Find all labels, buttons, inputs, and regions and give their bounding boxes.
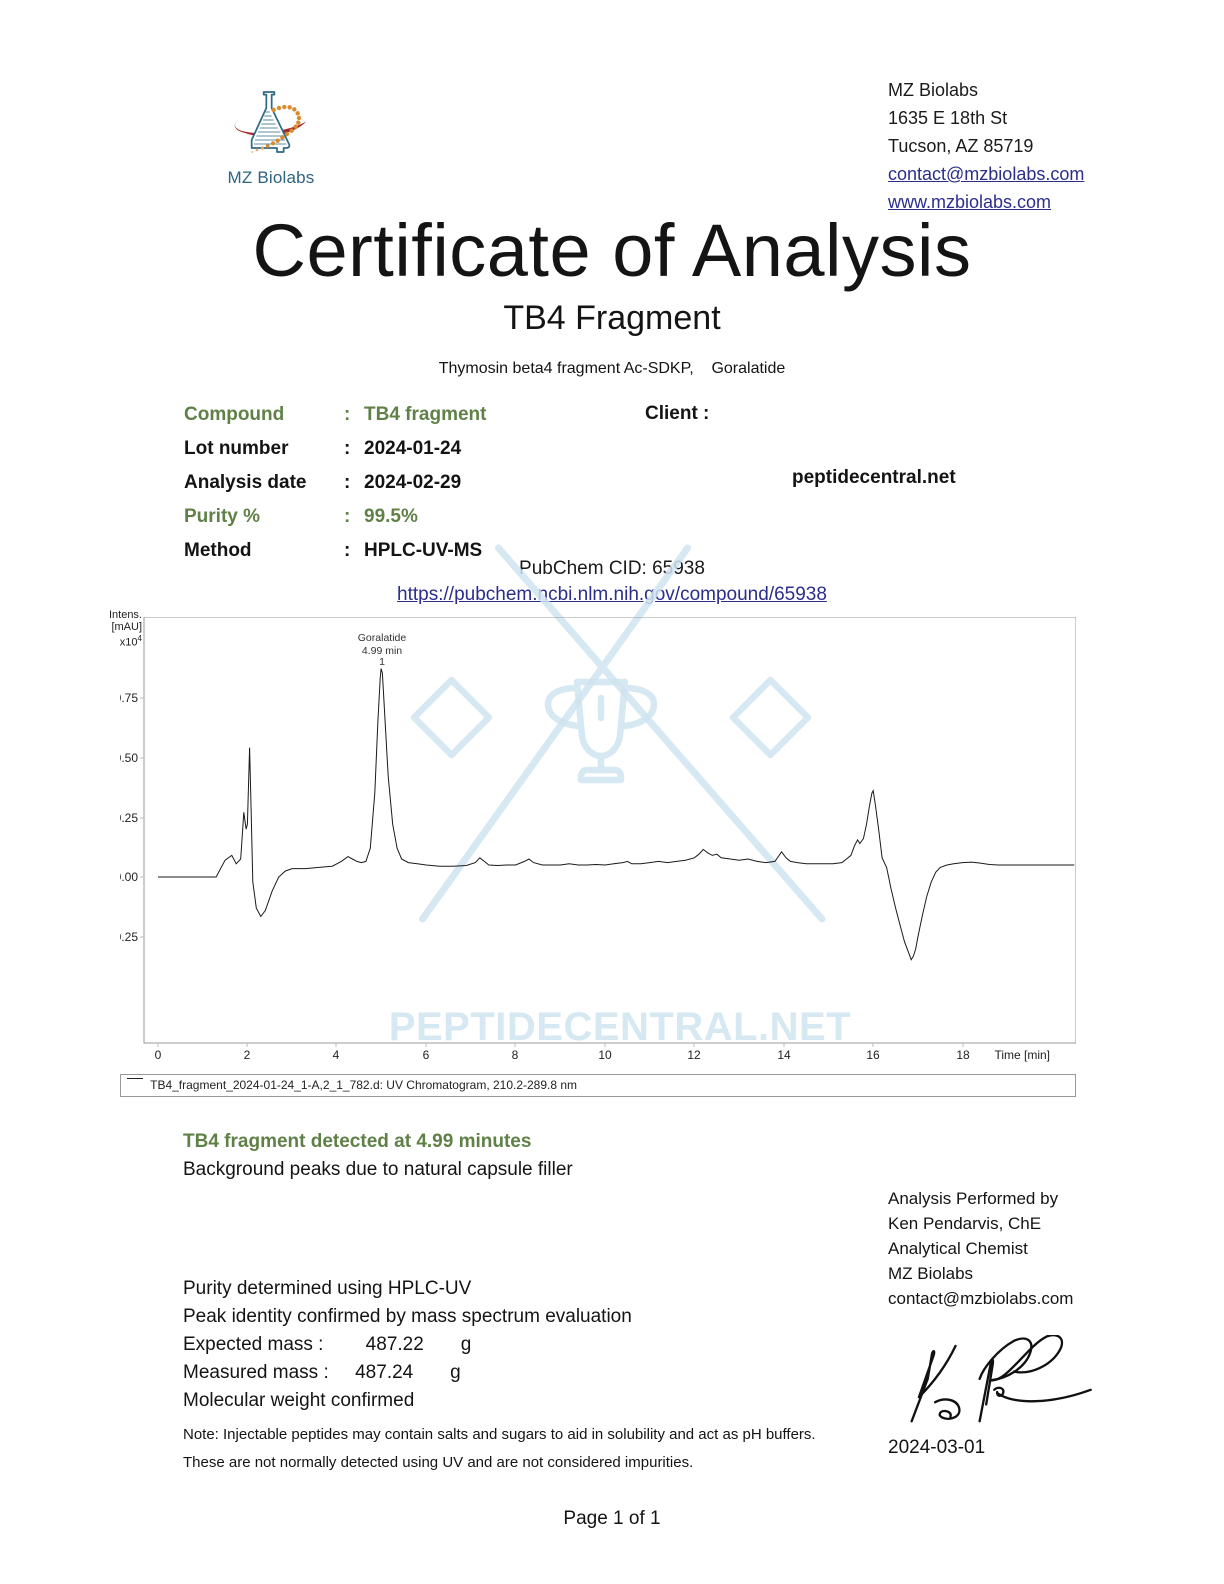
svg-text:0.25: 0.25 <box>120 811 138 825</box>
svg-text:14: 14 <box>777 1048 791 1062</box>
svg-text:4: 4 <box>333 1048 340 1062</box>
svg-text:8: 8 <box>512 1048 519 1062</box>
svg-text:0.75: 0.75 <box>120 691 138 705</box>
svg-text:Time [min]: Time [min] <box>994 1048 1050 1062</box>
svg-text:0.00: 0.00 <box>120 870 138 884</box>
svg-text:16: 16 <box>866 1048 880 1062</box>
svg-text:-0.25: -0.25 <box>120 930 138 944</box>
svg-text:12: 12 <box>687 1048 701 1062</box>
svg-text:2: 2 <box>244 1048 251 1062</box>
svg-text:0: 0 <box>155 1048 162 1062</box>
svg-text:Goralatide: Goralatide <box>358 632 407 644</box>
svg-text:10: 10 <box>598 1048 612 1062</box>
svg-text:0.50: 0.50 <box>120 751 138 765</box>
svg-text:18: 18 <box>956 1048 970 1062</box>
svg-text:1: 1 <box>379 656 385 668</box>
svg-text:6: 6 <box>423 1048 430 1062</box>
